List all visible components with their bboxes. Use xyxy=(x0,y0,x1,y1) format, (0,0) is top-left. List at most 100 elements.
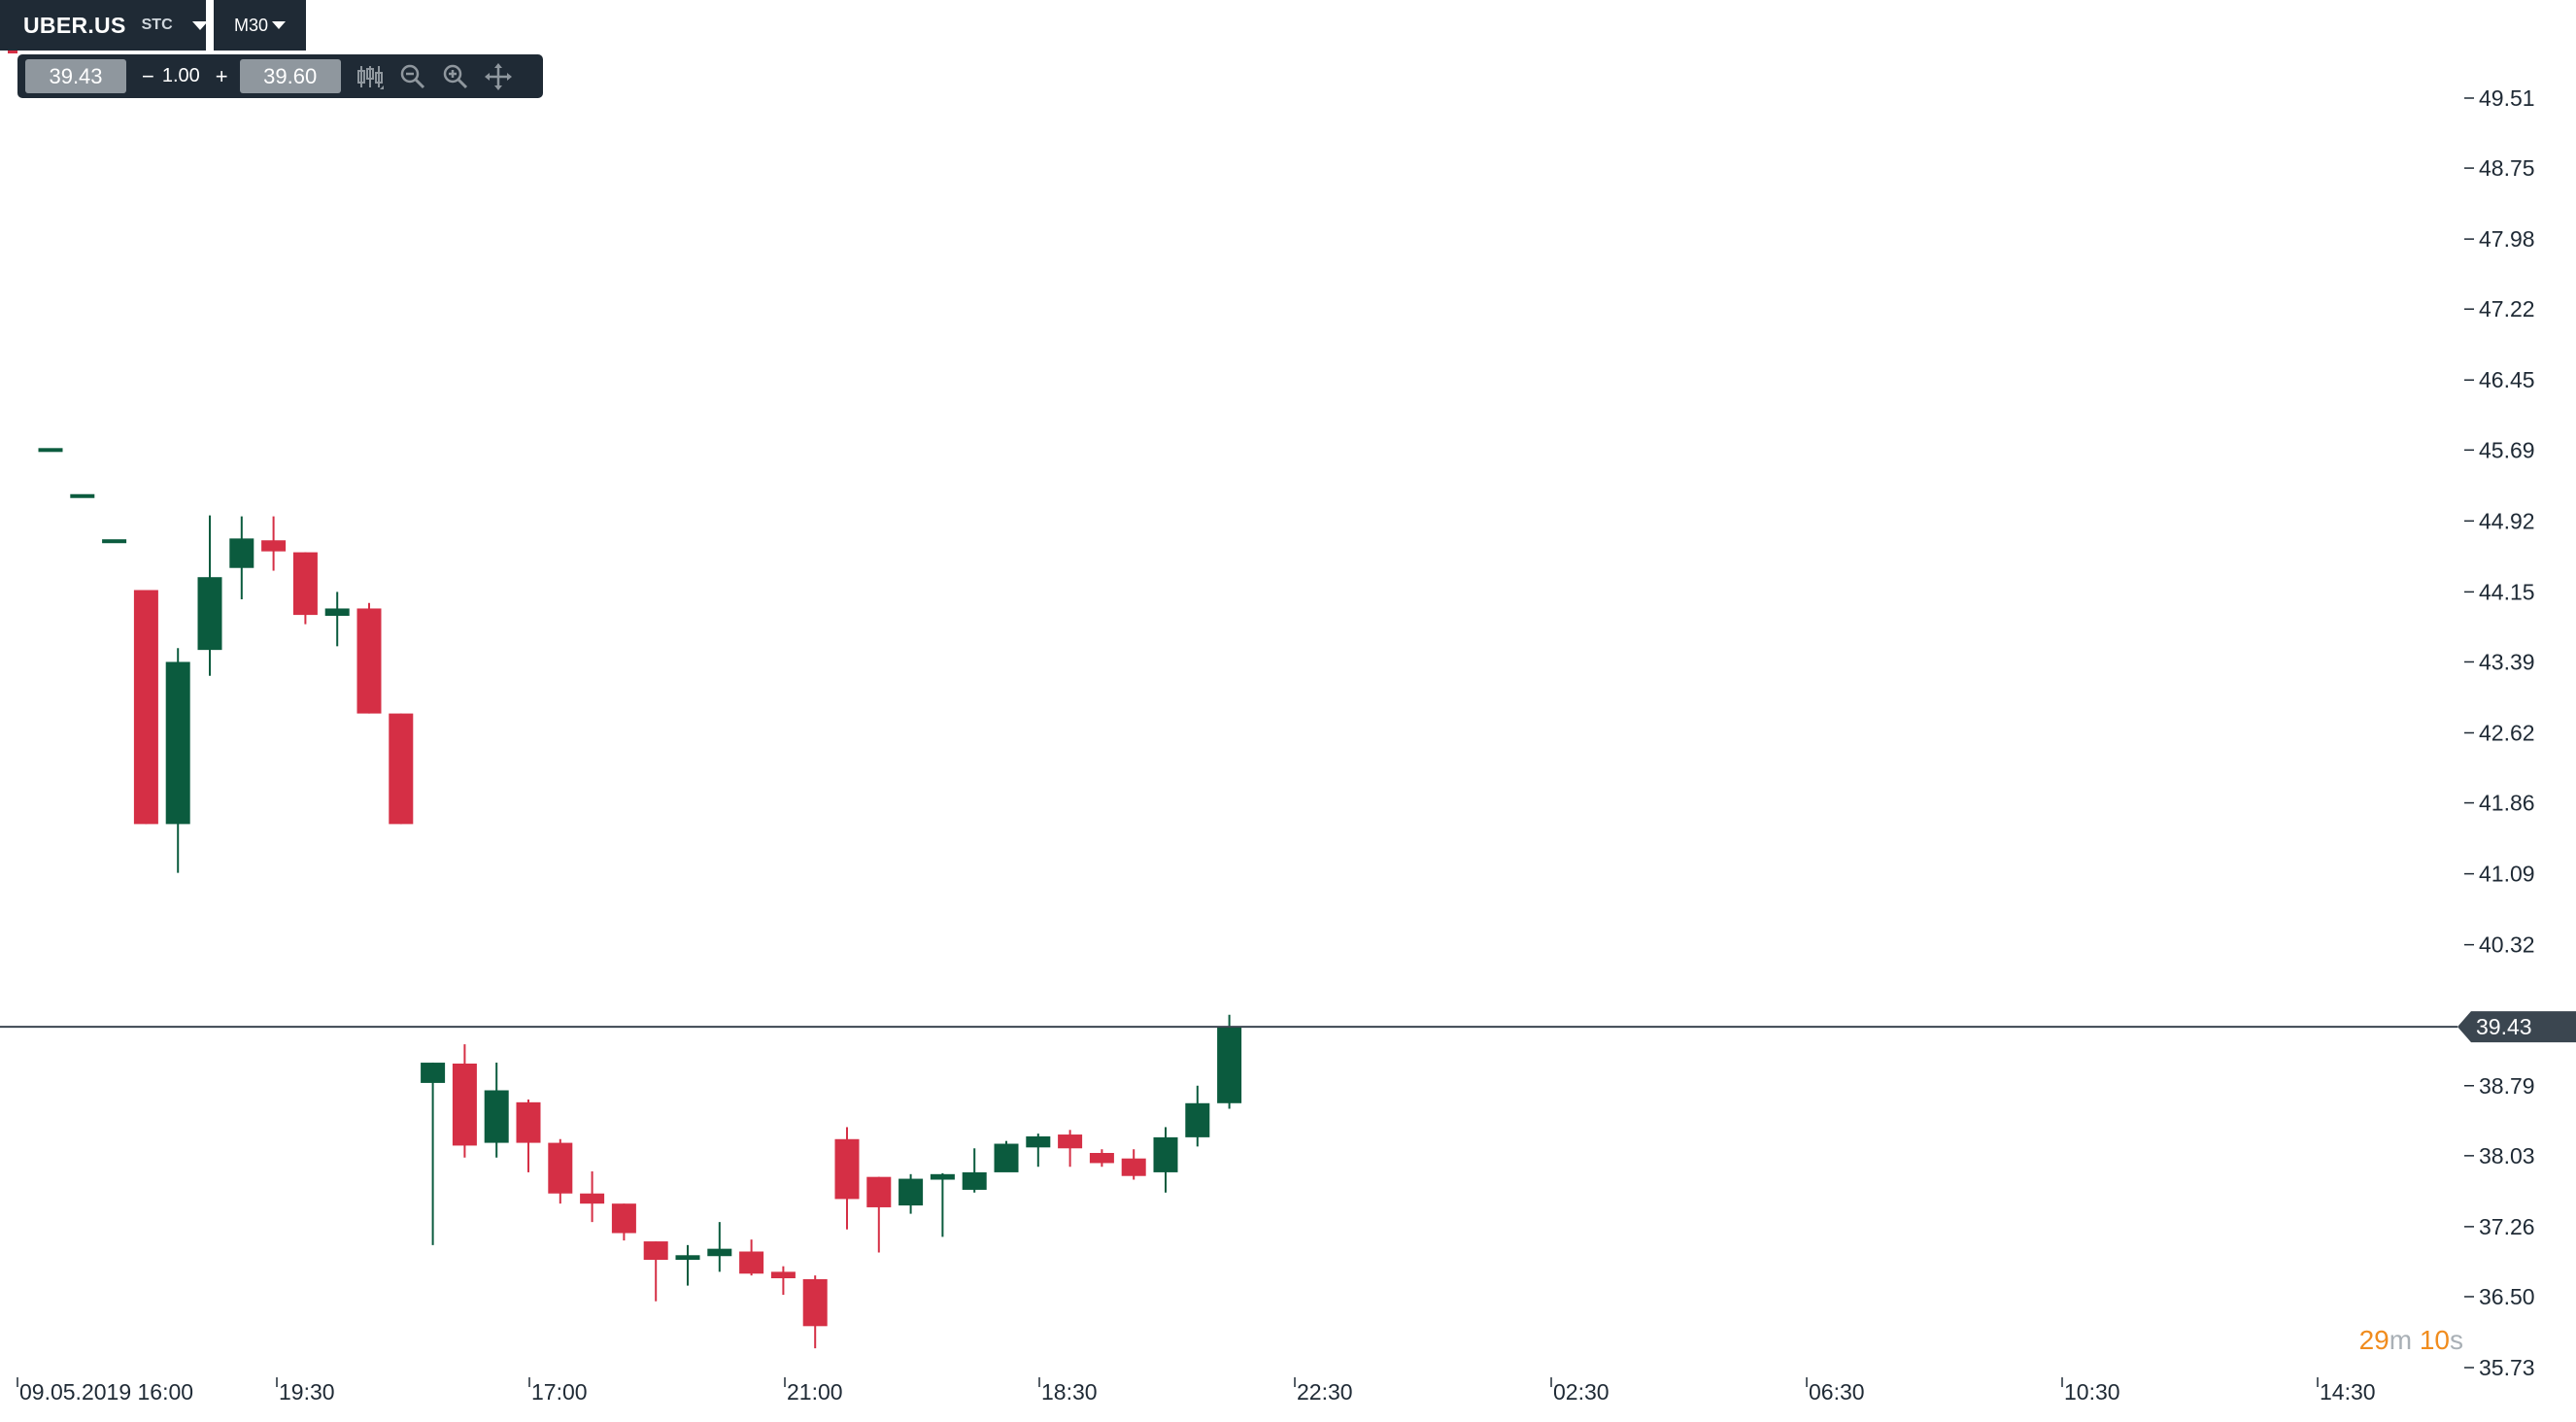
candle-body xyxy=(898,1178,924,1206)
candle-body xyxy=(1089,1153,1114,1164)
candle xyxy=(866,1176,892,1253)
x-axis-label: 22:30 xyxy=(1297,1379,1353,1405)
x-axis-label: 14:30 xyxy=(2320,1379,2376,1405)
candle xyxy=(102,539,127,544)
current-price-badge xyxy=(2457,1011,2576,1043)
candle xyxy=(611,1203,636,1241)
x-axis-label: 02:30 xyxy=(1553,1379,1610,1405)
y-axis-label: 49.51 xyxy=(2479,85,2535,111)
candle-body xyxy=(643,1241,668,1261)
candle xyxy=(930,1172,955,1237)
candle-body xyxy=(389,713,414,825)
x-axis-label: 06:30 xyxy=(1809,1379,1865,1405)
current-price-label: 39.43 xyxy=(2476,1014,2532,1039)
candle xyxy=(484,1063,509,1158)
candle-body xyxy=(834,1138,860,1200)
candle xyxy=(548,1138,573,1204)
candle xyxy=(707,1222,732,1272)
candle xyxy=(962,1148,987,1193)
candle xyxy=(643,1241,668,1302)
y-axis-label: 47.22 xyxy=(2479,296,2535,322)
candle xyxy=(324,592,350,647)
candle-body xyxy=(611,1203,636,1234)
y-axis-label: 38.79 xyxy=(2479,1073,2535,1099)
decrease-quantity-button[interactable]: − xyxy=(142,63,154,88)
candle xyxy=(675,1244,700,1286)
candle xyxy=(834,1127,860,1230)
candle-body xyxy=(102,539,127,544)
timeframe-selector[interactable]: M30 xyxy=(214,0,306,51)
candle xyxy=(1217,1014,1242,1109)
candle xyxy=(1153,1127,1178,1193)
candle-body xyxy=(866,1176,892,1207)
candle-body xyxy=(770,1271,796,1278)
candle xyxy=(1058,1130,1083,1168)
candle-body xyxy=(452,1064,477,1146)
candle-body xyxy=(133,590,158,825)
chevron-down-icon xyxy=(191,20,208,30)
candle-body xyxy=(1026,1135,1051,1148)
sell-price-field[interactable] xyxy=(25,59,126,93)
symbol-selector[interactable]: UBER.US STC xyxy=(0,0,208,51)
countdown-minutes: 29 xyxy=(2358,1325,2390,1355)
order-toolbar: − 1.00 + xyxy=(17,54,543,98)
candle xyxy=(802,1275,828,1349)
candle xyxy=(389,713,414,825)
timeframe-label: M30 xyxy=(233,15,268,35)
x-axis-label: 09.05.2019 16:00 xyxy=(19,1379,193,1405)
y-axis-label: 40.32 xyxy=(2479,932,2535,958)
x-axis-label: 18:30 xyxy=(1041,1379,1098,1405)
candle-body xyxy=(962,1171,987,1190)
candle xyxy=(770,1266,796,1296)
candle xyxy=(356,602,382,714)
candle xyxy=(292,552,318,625)
candle xyxy=(133,590,158,825)
countdown-seconds: 10 xyxy=(2419,1325,2450,1355)
candle xyxy=(197,515,222,676)
candle xyxy=(739,1239,764,1276)
y-axis-label: 38.03 xyxy=(2479,1143,2535,1168)
candle-body xyxy=(261,540,287,552)
buy-price-field[interactable] xyxy=(239,59,341,93)
candle-body xyxy=(356,608,382,714)
candle-body xyxy=(516,1101,541,1143)
quantity-value[interactable]: 1.00 xyxy=(161,65,200,86)
x-axis-label: 21:00 xyxy=(787,1379,843,1405)
candle-body xyxy=(1058,1134,1083,1149)
zoom-in-icon[interactable] xyxy=(434,54,477,98)
y-axis-label: 37.26 xyxy=(2479,1214,2535,1239)
candle xyxy=(1089,1149,1114,1168)
candle-body xyxy=(930,1173,955,1180)
candle-body xyxy=(802,1278,828,1327)
y-axis-label: 45.69 xyxy=(2479,437,2535,462)
candlestick-type-icon[interactable] xyxy=(349,54,391,98)
candle-body xyxy=(580,1193,605,1204)
countdown-seconds-unit: s xyxy=(2450,1325,2463,1355)
y-axis-label: 44.15 xyxy=(2479,579,2535,604)
y-axis-label: 46.45 xyxy=(2479,367,2535,392)
candle xyxy=(229,516,254,599)
candle-body xyxy=(1185,1102,1210,1137)
move-crosshair-icon[interactable] xyxy=(477,54,520,98)
y-axis-label: 43.39 xyxy=(2479,649,2535,674)
candle xyxy=(1121,1149,1146,1180)
candle xyxy=(70,493,95,498)
candle-body xyxy=(739,1251,764,1274)
candle xyxy=(1026,1134,1051,1168)
candle-body xyxy=(707,1248,732,1257)
candle-body xyxy=(324,608,350,617)
candle-body xyxy=(292,552,318,616)
candle xyxy=(898,1173,924,1214)
x-axis-label: 10:30 xyxy=(2064,1379,2120,1405)
candle xyxy=(1185,1085,1210,1147)
candle-body xyxy=(675,1255,700,1261)
candle-body xyxy=(484,1090,509,1143)
y-axis-label: 35.73 xyxy=(2479,1355,2535,1380)
increase-quantity-button[interactable]: + xyxy=(215,63,228,88)
candle-body xyxy=(70,493,95,498)
zoom-out-icon[interactable] xyxy=(391,54,434,98)
symbol-type-badge: STC xyxy=(141,17,173,33)
candle-body xyxy=(421,1063,446,1083)
